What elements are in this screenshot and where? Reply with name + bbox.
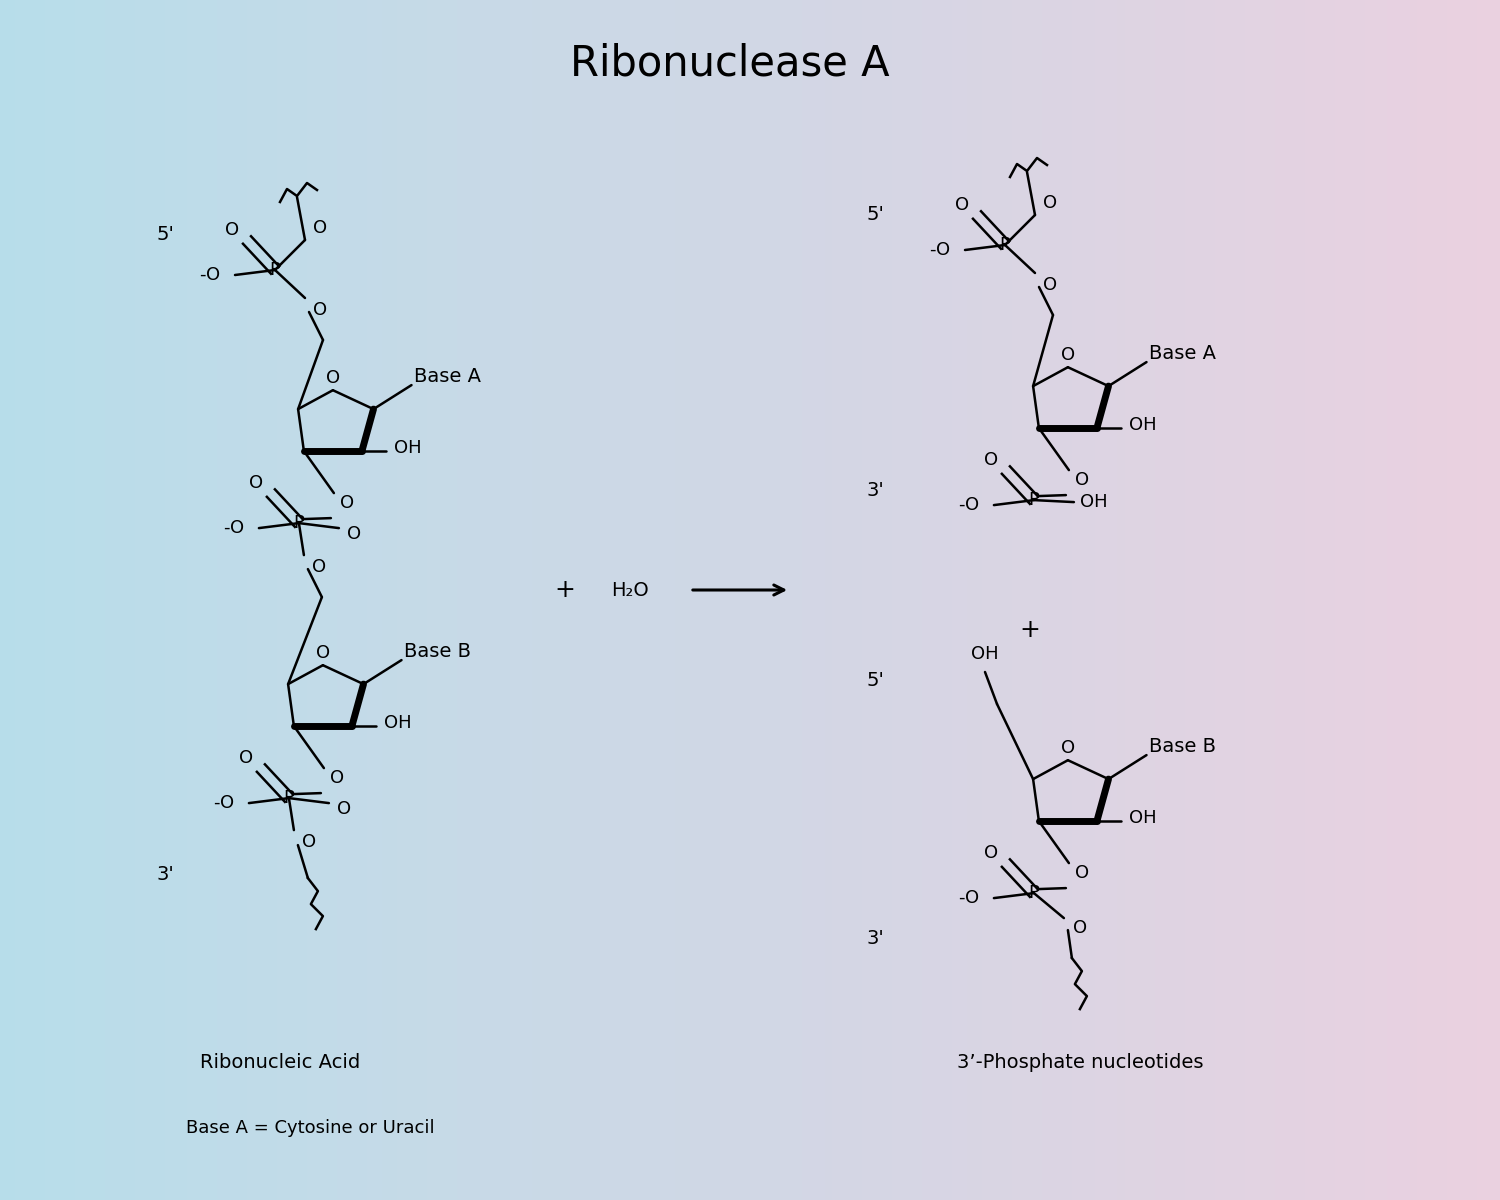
Text: Ribonuclease A: Ribonuclease A bbox=[570, 42, 890, 84]
Text: O: O bbox=[984, 844, 998, 862]
Text: Base A = Cytosine or Uracil: Base A = Cytosine or Uracil bbox=[186, 1118, 435, 1138]
Text: 5': 5' bbox=[156, 226, 174, 245]
Text: P: P bbox=[999, 236, 1011, 254]
Text: O: O bbox=[1042, 194, 1058, 212]
Text: O: O bbox=[326, 370, 340, 388]
Text: O: O bbox=[1042, 276, 1058, 294]
Text: O: O bbox=[984, 451, 998, 469]
Text: O: O bbox=[249, 474, 262, 492]
Text: Base A: Base A bbox=[1149, 343, 1216, 362]
Text: O: O bbox=[225, 221, 238, 239]
Text: O: O bbox=[1076, 864, 1089, 882]
Text: O: O bbox=[312, 558, 326, 576]
Text: O: O bbox=[1076, 472, 1089, 490]
Text: 5': 5' bbox=[865, 205, 883, 224]
Text: O: O bbox=[1072, 919, 1088, 937]
Text: H₂O: H₂O bbox=[610, 581, 650, 600]
Text: O: O bbox=[302, 833, 316, 851]
Text: OH: OH bbox=[1130, 416, 1156, 434]
Text: 5': 5' bbox=[865, 671, 883, 690]
Text: -O: -O bbox=[224, 520, 245, 538]
Text: P: P bbox=[284, 790, 294, 808]
Text: O: O bbox=[338, 800, 351, 818]
Text: O: O bbox=[346, 526, 362, 544]
Text: O: O bbox=[1060, 739, 1076, 757]
Text: O: O bbox=[1060, 347, 1076, 365]
Text: O: O bbox=[330, 769, 344, 787]
Text: P: P bbox=[294, 514, 304, 532]
Text: OH: OH bbox=[1080, 493, 1107, 511]
Text: Base B: Base B bbox=[404, 642, 471, 660]
Text: OH: OH bbox=[1130, 809, 1156, 827]
Text: Ribonucleic Acid: Ribonucleic Acid bbox=[200, 1052, 360, 1072]
Text: OH: OH bbox=[394, 439, 422, 457]
Text: OH: OH bbox=[384, 714, 411, 732]
Text: 3’-Phosphate nucleotides: 3’-Phosphate nucleotides bbox=[957, 1052, 1203, 1072]
Text: P: P bbox=[270, 260, 280, 278]
Text: O: O bbox=[316, 644, 330, 662]
Text: P: P bbox=[1029, 884, 1039, 902]
Text: +: + bbox=[555, 578, 576, 602]
Text: 3': 3' bbox=[865, 929, 883, 948]
Text: -O: -O bbox=[958, 496, 980, 514]
Text: -O: -O bbox=[200, 266, 220, 284]
Text: -O: -O bbox=[958, 889, 980, 907]
Text: O: O bbox=[314, 301, 327, 319]
Text: -O: -O bbox=[930, 241, 951, 259]
Text: Base B: Base B bbox=[1149, 737, 1216, 756]
Text: -O: -O bbox=[213, 794, 234, 812]
Text: O: O bbox=[314, 218, 327, 236]
Text: 3': 3' bbox=[865, 480, 883, 499]
Text: 3': 3' bbox=[156, 865, 174, 884]
Text: +: + bbox=[1020, 618, 1041, 642]
Text: O: O bbox=[238, 749, 254, 767]
Text: O: O bbox=[956, 196, 969, 214]
Text: OH: OH bbox=[970, 646, 999, 662]
Text: P: P bbox=[1029, 491, 1039, 509]
Text: Base A: Base A bbox=[414, 366, 482, 385]
Text: O: O bbox=[340, 494, 354, 512]
